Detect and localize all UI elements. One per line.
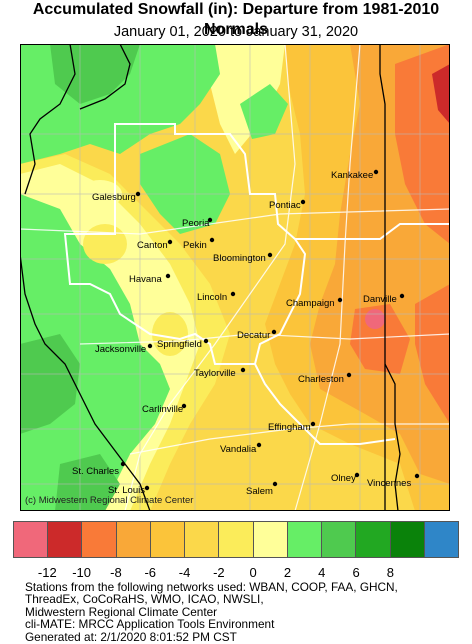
city-label: Lincoln bbox=[197, 292, 227, 303]
legend-swatch bbox=[150, 522, 186, 557]
state-boundaries bbox=[20, 44, 401, 511]
city-dot bbox=[135, 191, 141, 197]
city-dot bbox=[267, 252, 273, 258]
city-label: Taylorville bbox=[194, 368, 236, 379]
cwa-region-boundaries bbox=[63, 123, 450, 445]
city-dot bbox=[256, 442, 262, 448]
legend-tick-label: -6 bbox=[144, 565, 156, 580]
city-dot bbox=[144, 485, 150, 491]
county-borders bbox=[20, 44, 450, 511]
city-dot bbox=[203, 338, 209, 344]
legend-swatch bbox=[424, 522, 459, 557]
city-markers: Galesburg Kankakee Peoria Pontiac Canton Peki… bbox=[72, 169, 420, 497]
city-dot bbox=[346, 372, 352, 378]
city-dot bbox=[181, 403, 187, 409]
legend-swatch bbox=[322, 522, 357, 557]
footer-line: Stations from the following networks use… bbox=[25, 580, 398, 594]
city-dot bbox=[300, 199, 306, 205]
city-label: Pekin bbox=[183, 240, 207, 251]
city-label: Springfield bbox=[157, 339, 202, 350]
legend-tick-label: -8 bbox=[110, 565, 122, 580]
city-dot bbox=[209, 237, 215, 243]
city-label: Danville bbox=[363, 294, 397, 305]
city-dot bbox=[373, 169, 379, 175]
city-dot bbox=[354, 472, 360, 478]
city-label: Charleston bbox=[298, 374, 344, 385]
city-label: Peoria bbox=[182, 218, 210, 229]
footer-line: cli-MATE: MRCC Application Tools Environ… bbox=[25, 617, 275, 632]
city-label: St. Charles bbox=[72, 466, 119, 477]
footer-line: Generated at: 2/1/2020 8:01:52 PM CST bbox=[25, 629, 237, 644]
city-label: Havana bbox=[129, 274, 162, 285]
city-dot bbox=[337, 297, 343, 303]
date-range-subtitle: January 01, 2020 to January 31, 2020 bbox=[113, 24, 359, 40]
legend-swatch bbox=[390, 522, 425, 557]
city-dot bbox=[240, 367, 246, 373]
legend-swatch bbox=[82, 522, 117, 557]
legend-tick-label: 0 bbox=[249, 565, 257, 580]
city-label: Jacksonville bbox=[95, 344, 146, 355]
color-scale-legend bbox=[13, 521, 459, 558]
city-label: Galesburg bbox=[92, 192, 136, 203]
city-label: Canton bbox=[137, 240, 168, 251]
legend-swatch bbox=[219, 522, 254, 557]
city-dot bbox=[147, 343, 153, 349]
city-dot bbox=[414, 473, 420, 479]
city-dot bbox=[165, 273, 171, 279]
legend-tick-label: -4 bbox=[178, 565, 191, 580]
footer-line: Midwestern Regional Climate Center bbox=[25, 604, 218, 619]
city-dot bbox=[399, 293, 405, 299]
legend-tick-label: 2 bbox=[283, 565, 292, 580]
legend-swatch bbox=[253, 522, 288, 557]
city-label: St. Louis bbox=[108, 485, 145, 496]
city-label: Kankakee bbox=[331, 170, 373, 181]
snowfall-departure-map: Galesburg Kankakee Peoria Pontiac Canton Peki… bbox=[20, 44, 450, 511]
city-label: Effingham bbox=[268, 422, 311, 433]
legend-tick-label: 8 bbox=[386, 565, 394, 580]
city-dot bbox=[120, 461, 126, 467]
legend-swatch bbox=[48, 522, 83, 557]
map-title: Accumulated Snowfall (in): Departure fro… bbox=[32, 1, 440, 38]
legend-tick-label: -12 bbox=[37, 565, 57, 580]
city-label: Decatur bbox=[237, 330, 270, 341]
departure-contours bbox=[20, 44, 450, 511]
footer-notes: Stations from the following networks use… bbox=[25, 581, 465, 643]
legend-tick-label: 4 bbox=[318, 565, 326, 580]
city-dot bbox=[272, 481, 278, 487]
legend-tick-label: -10 bbox=[72, 565, 91, 580]
city-label: Pontiac bbox=[269, 200, 301, 211]
city-label: Champaign bbox=[286, 298, 335, 309]
city-dot bbox=[271, 329, 277, 335]
map-credit: (c) Midwestern Regional Climate Center bbox=[25, 495, 193, 506]
city-dot bbox=[167, 239, 173, 245]
city-label: Olney bbox=[331, 473, 356, 484]
city-label: Vincennes bbox=[367, 478, 411, 489]
legend-swatch bbox=[14, 522, 49, 557]
legend-tick-label: -2 bbox=[213, 565, 225, 580]
legend-tick-label: 6 bbox=[352, 565, 360, 580]
city-dot bbox=[310, 421, 316, 427]
city-label: Carlinville bbox=[142, 404, 183, 415]
city-dot bbox=[230, 291, 236, 297]
footer-line: ThreadEx, CoCoRaHS, WMO, ICAO, NWSLI, bbox=[25, 592, 264, 607]
legend-swatch bbox=[287, 522, 323, 557]
legend-swatch bbox=[116, 522, 151, 557]
city-label: Vandalia bbox=[220, 444, 257, 455]
city-label: Bloomington bbox=[213, 253, 266, 264]
city-dot bbox=[207, 217, 213, 223]
legend-swatch bbox=[185, 522, 220, 557]
city-label: Salem bbox=[246, 486, 273, 497]
legend-swatch bbox=[356, 522, 391, 557]
